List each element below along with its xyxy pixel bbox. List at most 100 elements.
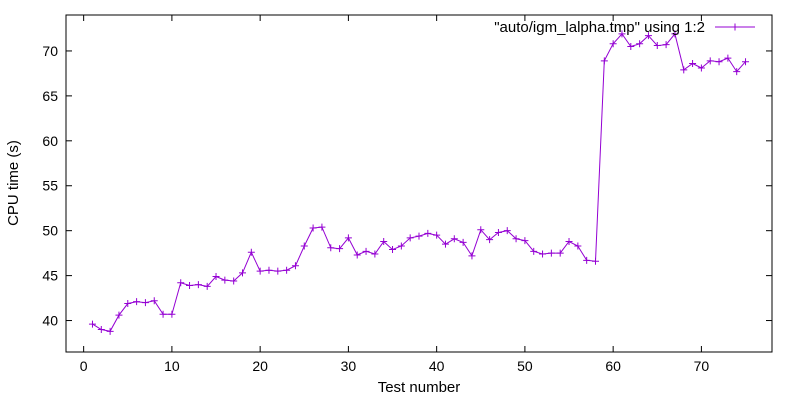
data-point-marker	[627, 42, 635, 50]
data-point-marker	[291, 262, 299, 270]
y-tick-label: 60	[42, 133, 58, 149]
data-point-marker	[583, 256, 591, 264]
data-point-marker	[547, 249, 555, 257]
data-point-marker	[618, 30, 626, 38]
y-tick-label: 70	[42, 43, 58, 59]
data-point-marker	[556, 249, 564, 257]
data-point-marker	[433, 231, 441, 239]
data-point-marker	[362, 247, 370, 255]
data-point-marker	[653, 42, 661, 50]
legend-label: "auto/igm_lalpha.tmp" using 1:2	[494, 19, 705, 36]
data-point-marker	[194, 281, 202, 289]
data-point-marker	[239, 269, 246, 277]
data-point-marker	[477, 226, 485, 234]
data-point-marker	[486, 236, 494, 244]
legend: "auto/igm_lalpha.tmp" using 1:2	[494, 19, 755, 36]
legend-marker	[731, 23, 739, 31]
data-point-marker	[318, 223, 326, 231]
data-point-marker	[371, 250, 379, 258]
data-point-marker	[574, 242, 582, 250]
series-line	[92, 32, 746, 332]
x-tick-label: 70	[694, 358, 710, 374]
x-tick-label: 0	[80, 358, 88, 374]
data-point-marker	[697, 64, 705, 72]
data-point-marker	[124, 299, 132, 307]
data-point-marker	[441, 240, 449, 248]
data-point-marker	[512, 235, 520, 243]
data-point-marker	[150, 297, 158, 305]
x-tick-label: 10	[164, 358, 180, 374]
x-tick-label: 50	[517, 358, 533, 374]
data-point-marker	[256, 267, 264, 275]
data-point-marker	[221, 276, 229, 284]
data-point-marker	[539, 250, 547, 258]
data-point-marker	[133, 298, 141, 306]
data-point-marker	[530, 247, 538, 255]
data-point-marker	[415, 232, 423, 240]
y-tick-label: 40	[42, 313, 58, 329]
data-point-marker	[115, 311, 123, 319]
data-point-marker	[353, 251, 361, 259]
y-tick-label: 55	[42, 178, 58, 194]
data-point-marker	[671, 30, 679, 38]
data-point-marker	[380, 237, 388, 245]
series-layer	[88, 30, 750, 335]
data-point-marker	[247, 248, 255, 256]
data-point-marker	[715, 58, 723, 66]
data-point-marker	[680, 66, 688, 74]
data-point-marker	[662, 41, 670, 49]
data-point-marker	[565, 237, 573, 245]
data-point-marker	[459, 238, 467, 246]
data-point-marker	[389, 246, 397, 254]
y-axis-ticks: 40 45 50 55 60 65 70	[42, 43, 772, 329]
data-point-marker	[309, 224, 317, 232]
data-point-marker	[159, 310, 167, 318]
data-point-marker	[230, 277, 238, 285]
data-point-marker	[141, 299, 149, 307]
x-axis-ticks: 0 10 20 30 40 50 60 70	[80, 15, 710, 374]
data-point-marker	[609, 40, 617, 48]
data-point-marker	[300, 242, 308, 250]
data-point-marker	[336, 245, 344, 253]
data-point-marker	[88, 320, 96, 328]
data-point-marker	[212, 273, 220, 281]
data-point-marker	[706, 57, 714, 65]
data-point-marker	[724, 54, 732, 62]
y-tick-label: 45	[42, 268, 58, 284]
y-axis-label: CPU time (s)	[5, 140, 22, 226]
data-point-marker	[177, 279, 185, 287]
data-point-marker	[397, 242, 405, 250]
data-point-marker	[203, 282, 211, 290]
data-point-marker	[450, 235, 458, 243]
data-point-marker	[283, 266, 291, 274]
data-point-marker	[265, 266, 273, 274]
data-point-marker	[503, 227, 511, 235]
data-point-marker	[644, 32, 652, 40]
data-point-marker	[344, 234, 352, 242]
data-point-marker	[600, 57, 608, 65]
x-axis-label: Test number	[378, 379, 461, 396]
x-tick-label: 40	[429, 358, 445, 374]
x-tick-label: 60	[605, 358, 621, 374]
data-point-marker	[106, 327, 114, 335]
data-point-marker	[168, 310, 176, 318]
data-point-marker	[733, 68, 741, 76]
data-point-marker	[468, 252, 476, 260]
data-point-marker	[742, 58, 750, 66]
y-tick-label: 50	[42, 223, 58, 239]
data-point-marker	[592, 257, 599, 265]
y-tick-label: 65	[42, 88, 58, 104]
data-point-marker	[97, 326, 105, 334]
data-point-marker	[186, 281, 194, 289]
x-tick-label: 30	[341, 358, 357, 374]
plot-frame	[65, 14, 773, 353]
data-point-marker	[424, 229, 432, 237]
data-point-marker	[636, 40, 644, 48]
data-point-marker	[274, 267, 282, 275]
data-point-marker	[494, 228, 502, 236]
data-point-marker	[689, 60, 697, 68]
data-point-marker	[406, 234, 414, 242]
x-tick-label: 20	[252, 358, 268, 374]
legend-marker-plus	[731, 23, 739, 31]
